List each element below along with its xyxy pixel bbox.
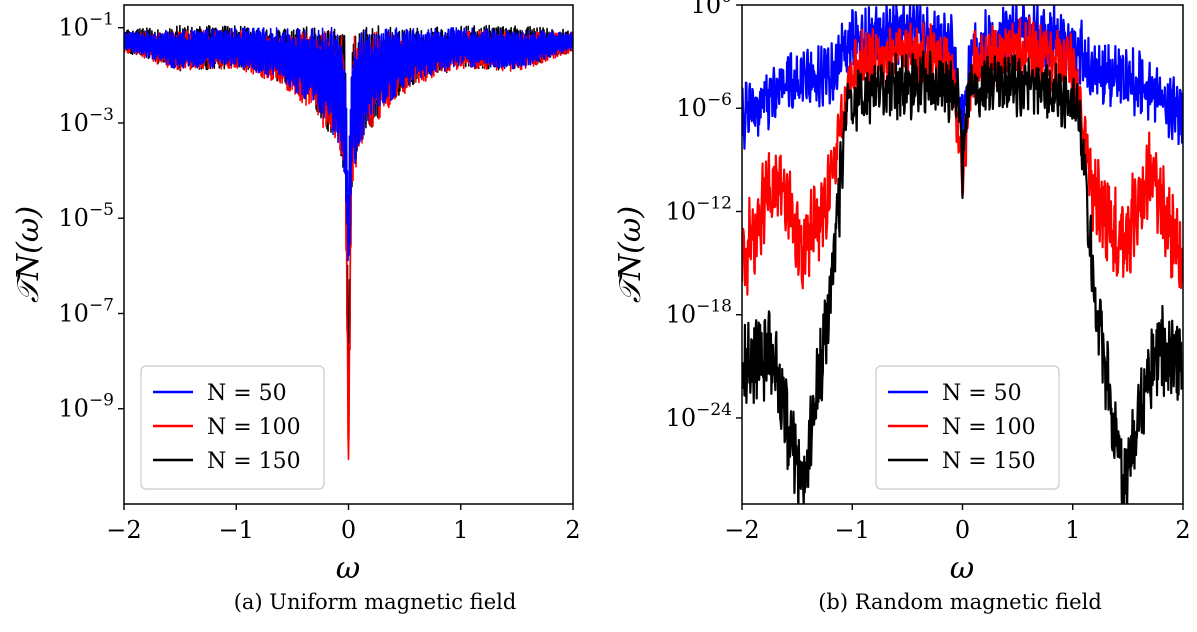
y-tick-label: 10−18 [666,297,732,329]
panel-uniform-field: −2 −1 0 1 2 10−1 10−3 10−5 10−7 10−9 ω 𝒯N(ω) (a) Uni… [11,4,581,614]
x-tick-label: 2 [565,516,580,544]
legend-entry-label: N = 150 [207,449,301,474]
x-tick-label: −1 [219,516,254,544]
series-line-n-150 [742,50,1183,504]
x-tick-label: 1 [1065,516,1080,544]
y-tick-label: 10−6 [676,90,732,122]
legend-entry-label: N = 150 [942,449,1036,474]
y-axis-label: 𝒯N(ω) [613,206,648,303]
y-tick-label: 10−12 [666,193,732,225]
series-group [124,24,573,461]
panel-random-field: −2 −1 0 1 2 100 10−6 10−12 10−18 10−24 ω 𝒯N(ω) (b) R… [613,0,1191,614]
y-tick-label: 100 [691,0,732,19]
y-tick-label: 10−3 [58,105,114,137]
y-tick-label: 10−24 [666,400,732,432]
x-tick-label: 1 [453,516,468,544]
x-axis-label: ω [950,551,974,586]
legend-entry-label: N = 100 [207,415,301,440]
x-tick-label: 0 [955,516,970,544]
legend: N = 50 N = 100 N = 150 [875,365,1060,490]
series-group [742,5,1183,504]
x-axis-label: ω [336,551,360,586]
x-tick-label: −2 [106,516,141,544]
legend-box [140,365,325,490]
y-tick-label: 10−7 [58,295,114,327]
legend: N = 50 N = 100 N = 150 [140,365,325,490]
x-tick-label: 0 [341,516,356,544]
y-axis-label: 𝒯N(ω) [11,206,46,303]
legend-entry-label: N = 100 [942,415,1036,440]
legend-entry-label: N = 50 [207,381,287,406]
legend-entry-label: N = 50 [942,381,1022,406]
series-line-n-50 [742,5,1183,150]
x-tick-label: −2 [724,516,759,544]
x-tick-label: −1 [835,516,870,544]
x-tick-label: 2 [1175,516,1190,544]
legend-box [875,365,1060,490]
series-line-n-150 [124,24,573,390]
figure-caption: (a) Uniform magnetic field [234,590,517,614]
figure-caption: (b) Random magnetic field [818,590,1102,614]
y-tick-label: 10−9 [58,391,114,423]
y-tick-label: 10−5 [58,200,114,232]
y-tick-label: 10−1 [58,10,114,42]
series-line-n-50 [124,26,573,262]
